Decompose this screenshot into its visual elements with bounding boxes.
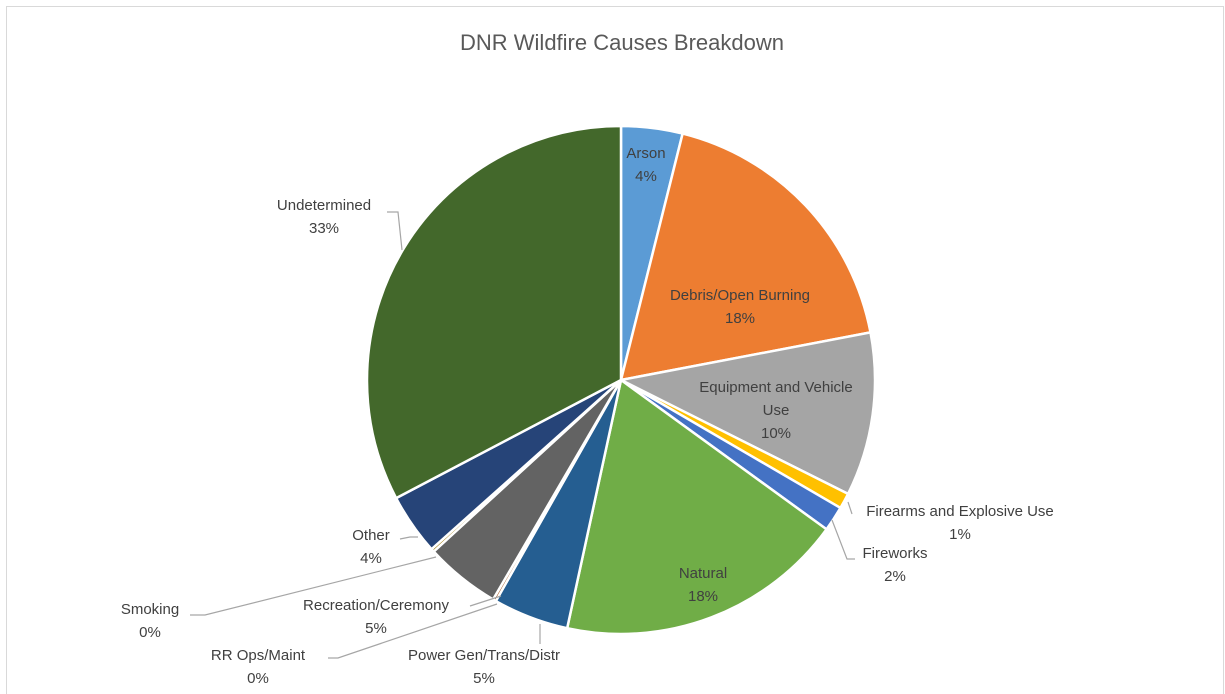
slice-label-percent: 5% bbox=[365, 620, 387, 637]
pie-slices bbox=[365, 124, 877, 636]
slice-label-name: Natural bbox=[679, 565, 727, 582]
slice-label-name: Debris/Open Burning bbox=[670, 287, 810, 304]
slice-label-percent: 5% bbox=[473, 670, 495, 687]
slice-debris-open-burning bbox=[619, 132, 872, 382]
slice-label-percent: 33% bbox=[309, 220, 339, 237]
slice-undetermined bbox=[365, 124, 623, 500]
slice-label-name: Other bbox=[352, 527, 390, 544]
slice-label-percent: 0% bbox=[247, 670, 269, 687]
slice-label-percent: 10% bbox=[761, 425, 791, 442]
leader-line bbox=[328, 603, 498, 659]
chart-title: DNR Wildfire Causes Breakdown bbox=[460, 30, 784, 55]
slice-label-name: Power Gen/Trans/Distr bbox=[408, 647, 560, 664]
leader-lines bbox=[190, 211, 855, 659]
leader-line bbox=[469, 595, 502, 607]
slice-label-name: Smoking bbox=[121, 601, 179, 618]
leader-line bbox=[190, 556, 437, 616]
slice-label-percent: 2% bbox=[884, 568, 906, 585]
slice-equipment-and-vehicle-use bbox=[619, 331, 877, 496]
slice-label-percent: 4% bbox=[635, 168, 657, 185]
slice-label-name: Firearms and Explosive Use bbox=[866, 503, 1054, 520]
slice-label-percent: 1% bbox=[949, 526, 971, 543]
slice-label-name: Arson bbox=[626, 145, 665, 162]
chart-frame bbox=[6, 6, 1224, 694]
slice-label-name: RR Ops/Maint bbox=[211, 647, 306, 664]
slice-label-name: Undetermined bbox=[277, 197, 371, 214]
slice-label-percent: 4% bbox=[360, 550, 382, 567]
slice-label-name: Fireworks bbox=[862, 545, 927, 562]
slice-label-name: Recreation/Ceremony bbox=[303, 597, 449, 614]
leader-line bbox=[831, 519, 855, 560]
slice-label-percent: 0% bbox=[139, 624, 161, 641]
leader-line bbox=[847, 501, 853, 515]
slice-label-name: Use bbox=[763, 402, 790, 419]
leader-line bbox=[399, 536, 418, 540]
slice-label-percent: 18% bbox=[688, 588, 718, 605]
slice-label-name: Equipment and Vehicle bbox=[699, 379, 852, 396]
slice-label-percent: 18% bbox=[725, 310, 755, 327]
leader-line bbox=[387, 211, 403, 251]
data-labels: Arson 4% Debris/Open Burning 18% Equipment a… bbox=[121, 145, 1054, 687]
slice-natural bbox=[565, 378, 828, 636]
